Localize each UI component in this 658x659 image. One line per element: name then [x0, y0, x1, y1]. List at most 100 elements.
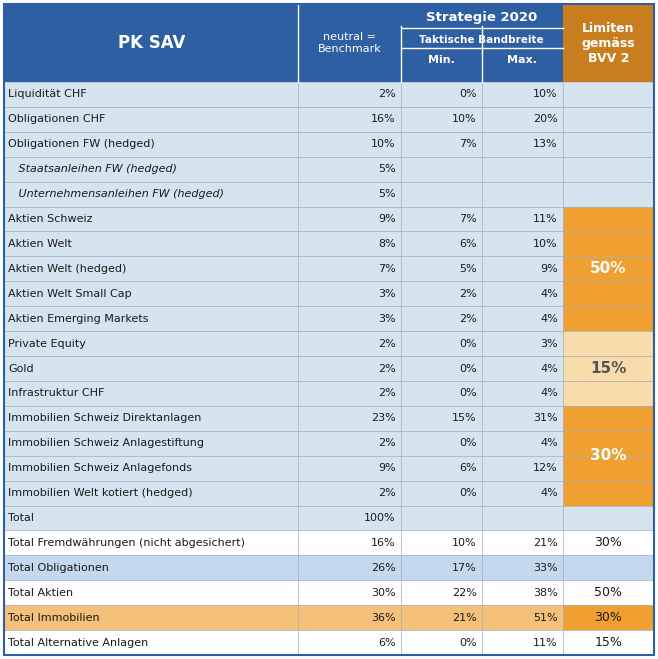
Bar — [299, 157, 401, 182]
Bar — [4, 256, 299, 281]
Text: 7%: 7% — [459, 214, 477, 224]
Bar — [4, 206, 299, 231]
Text: 8%: 8% — [378, 239, 395, 249]
Bar — [482, 505, 563, 530]
Text: 15%: 15% — [452, 413, 477, 423]
Bar — [299, 82, 401, 107]
Bar — [563, 431, 654, 455]
Text: Total Fremdwährungen (nicht abgesichert): Total Fremdwährungen (nicht abgesichert) — [8, 538, 245, 548]
Text: 2%: 2% — [378, 339, 395, 349]
Text: 30%: 30% — [590, 448, 626, 463]
Bar — [4, 605, 299, 630]
Bar — [482, 206, 563, 231]
Bar — [401, 455, 482, 480]
Bar — [482, 455, 563, 480]
Text: Total Obligationen: Total Obligationen — [8, 563, 109, 573]
Bar — [401, 381, 482, 406]
Bar — [299, 505, 401, 530]
Text: Total Immobilien: Total Immobilien — [8, 613, 99, 623]
Text: 0%: 0% — [459, 637, 477, 648]
Text: Aktien Emerging Markets: Aktien Emerging Markets — [8, 314, 149, 324]
Bar — [299, 455, 401, 480]
Bar — [563, 581, 654, 605]
Text: Aktien Welt Small Cap: Aktien Welt Small Cap — [8, 289, 132, 299]
Bar — [4, 231, 299, 256]
Bar — [482, 381, 563, 406]
Bar — [4, 381, 299, 406]
Text: 38%: 38% — [533, 588, 558, 598]
Bar — [401, 206, 482, 231]
Text: 21%: 21% — [533, 538, 558, 548]
Bar — [4, 581, 299, 605]
Text: 33%: 33% — [533, 563, 558, 573]
Bar — [482, 107, 563, 132]
Text: 30%: 30% — [595, 536, 622, 550]
Bar — [482, 182, 563, 206]
Bar — [4, 630, 299, 655]
Bar — [401, 82, 482, 107]
Text: 2%: 2% — [378, 488, 395, 498]
Text: 2%: 2% — [378, 438, 395, 448]
Text: 5%: 5% — [378, 164, 395, 174]
Bar — [401, 107, 482, 132]
Bar — [563, 132, 654, 157]
Text: 50%: 50% — [590, 262, 626, 276]
Bar — [299, 182, 401, 206]
Text: Infrastruktur CHF: Infrastruktur CHF — [8, 388, 105, 399]
Bar — [299, 480, 401, 505]
Bar — [563, 256, 654, 281]
Text: 2%: 2% — [459, 314, 477, 324]
Text: Liquidität CHF: Liquidität CHF — [8, 90, 87, 100]
Bar — [299, 356, 401, 381]
Text: 0%: 0% — [459, 488, 477, 498]
Bar — [563, 356, 654, 381]
Text: 13%: 13% — [533, 139, 558, 150]
Bar — [299, 107, 401, 132]
Text: 0%: 0% — [459, 438, 477, 448]
Text: 31%: 31% — [533, 413, 558, 423]
Bar — [563, 182, 654, 206]
Text: Strategie 2020: Strategie 2020 — [426, 11, 538, 24]
Text: 2%: 2% — [459, 289, 477, 299]
Bar — [401, 630, 482, 655]
Text: 9%: 9% — [378, 463, 395, 473]
Bar — [401, 530, 482, 556]
Text: 12%: 12% — [533, 463, 558, 473]
Text: Staatsanleihen FW (hedged): Staatsanleihen FW (hedged) — [8, 164, 177, 174]
Bar — [4, 530, 299, 556]
Text: Limiten
gemäss
BVV 2: Limiten gemäss BVV 2 — [582, 22, 635, 65]
Text: neutral =
Benchmark: neutral = Benchmark — [318, 32, 382, 54]
Text: 4%: 4% — [540, 388, 558, 399]
Text: 4%: 4% — [540, 289, 558, 299]
Text: 6%: 6% — [459, 463, 477, 473]
Text: 7%: 7% — [378, 264, 395, 274]
Text: 10%: 10% — [452, 538, 477, 548]
Bar — [4, 82, 299, 107]
Bar — [482, 132, 563, 157]
Text: 23%: 23% — [371, 413, 395, 423]
Bar — [563, 505, 654, 530]
Bar — [299, 381, 401, 406]
Text: 15%: 15% — [590, 361, 626, 376]
Bar — [299, 630, 401, 655]
Bar — [299, 431, 401, 455]
Bar — [401, 331, 482, 356]
Bar — [482, 157, 563, 182]
Bar — [4, 132, 299, 157]
Bar — [482, 306, 563, 331]
Bar — [482, 256, 563, 281]
Text: 10%: 10% — [452, 115, 477, 125]
Text: Immobilien Schweiz Direktanlagen: Immobilien Schweiz Direktanlagen — [8, 413, 201, 423]
Bar — [4, 281, 299, 306]
Text: 2%: 2% — [378, 388, 395, 399]
Bar — [4, 107, 299, 132]
Bar — [482, 480, 563, 505]
Text: 16%: 16% — [371, 538, 395, 548]
Text: 0%: 0% — [459, 339, 477, 349]
Bar — [563, 306, 654, 331]
Bar — [563, 107, 654, 132]
Bar — [401, 231, 482, 256]
Text: 100%: 100% — [364, 513, 395, 523]
Text: 0%: 0% — [459, 364, 477, 374]
Bar — [563, 331, 654, 356]
